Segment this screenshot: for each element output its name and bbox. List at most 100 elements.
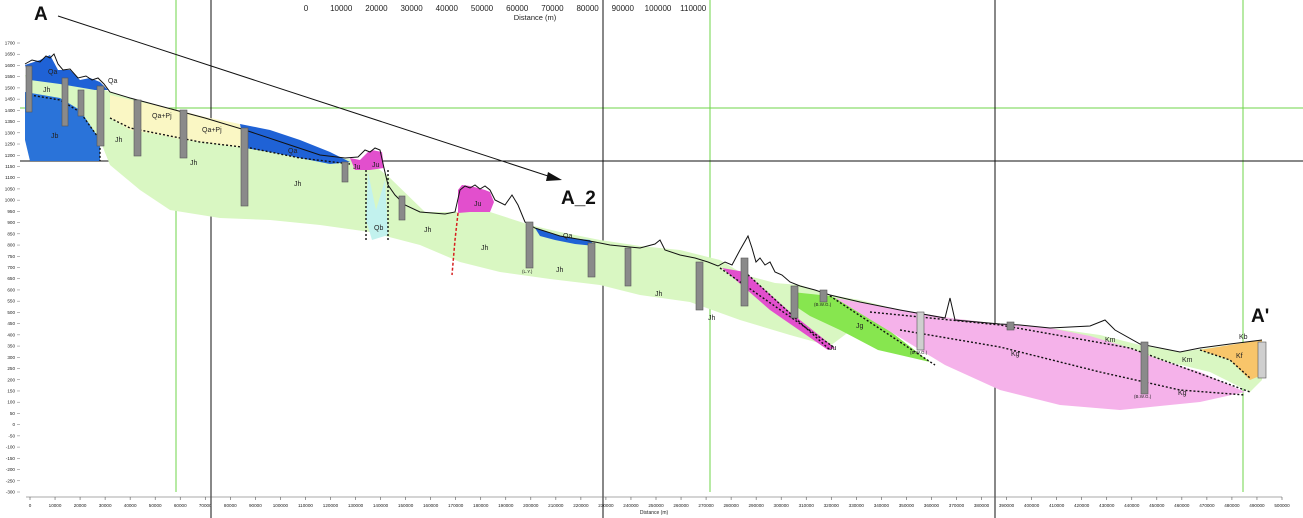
unit-label: Qa [108, 78, 117, 85]
bottom-axis-tick-label: 150000 [398, 503, 414, 508]
bottom-axis: 0 10000 20000 30000 40000 50000 60000 70000 8000… [29, 497, 1290, 508]
bottom-axis-tick-label: 400000 [1024, 503, 1040, 508]
unit-label: Qb [374, 225, 383, 232]
bottom-axis-tick-label: 410000 [1049, 503, 1065, 508]
left-axis-tick-label: 650 [7, 276, 15, 281]
bottom-axis-tick-label: 380000 [974, 503, 990, 508]
top-axis-tick-label: 100000 [645, 4, 672, 13]
top-axis-tick-label: 0 [304, 4, 309, 13]
bottom-axis-tick-label: 110000 [298, 503, 313, 508]
unit-label: Km [1182, 357, 1193, 364]
bottom-axis-tick-label: 270000 [698, 503, 714, 508]
unit-label: Ju [829, 345, 837, 352]
borehole-log [624, 247, 632, 287]
topographic-profile [24, 53, 1263, 353]
bottom-axis-tick-label: 350000 [899, 503, 915, 508]
bottom-axis-tick-label: 100000 [273, 503, 289, 508]
left-axis: 1700165016001550150014501400135013001250… [5, 41, 20, 495]
left-axis-tick-label: 750 [7, 254, 15, 259]
unit-qb-polygon [366, 172, 388, 240]
unit-label: Jg [856, 323, 864, 330]
top-axis-tick-label: 70000 [541, 4, 564, 13]
unit-label: Ju [372, 162, 380, 169]
left-axis-tick-label: 900 [7, 220, 15, 225]
borehole-log [240, 127, 249, 207]
unit-label: Jh [294, 181, 302, 188]
bottom-axis-tick-label: 30000 [99, 503, 112, 508]
bottom-axis-tick-label: 120000 [323, 503, 339, 508]
left-axis-tick-label: 1050 [5, 186, 16, 191]
unit-label: Ju [474, 201, 482, 208]
left-axis-tick-label: 1600 [5, 63, 16, 68]
left-axis-tick-label: 450 [7, 321, 15, 326]
unit-qapj-polygon [110, 95, 245, 148]
left-axis-tick-label: 250 [7, 366, 15, 371]
top-axis-tick-label: 40000 [436, 4, 459, 13]
left-axis-tick-label: 300 [7, 355, 15, 360]
left-axis-tick-label: 700 [7, 265, 15, 270]
contact-line [1199, 349, 1251, 379]
bottom-axis-tick-label: 140000 [373, 503, 389, 508]
borehole-log [525, 221, 534, 269]
bottom-axis-tick-label: 320000 [824, 503, 840, 508]
left-axis-tick-label: 1400 [5, 108, 16, 113]
bottom-axis-tick-label: 70000 [199, 503, 212, 508]
bottom-axis-tick-label: 420000 [1074, 503, 1090, 508]
bottom-axis-tick-label: 170000 [448, 503, 464, 508]
bottom-axis-tick-label: 40000 [124, 503, 137, 508]
well-note: (B.W.G.) [814, 302, 832, 307]
unit-label: Jh [190, 160, 198, 167]
left-axis-tick-label: -300 [6, 490, 16, 495]
borehole-log [790, 285, 799, 319]
bottom-axis-tick-label: 450000 [1149, 503, 1165, 508]
unit-label: Ju [353, 164, 361, 171]
bottom-axis-tick-label: 430000 [1099, 503, 1115, 508]
borehole-log [1006, 321, 1015, 331]
unit-label: Jh [556, 267, 564, 274]
bottom-axis-tick-label: 300000 [774, 503, 790, 508]
unit-polygons [25, 55, 1262, 410]
bottom-axis-tick-label: 290000 [748, 503, 764, 508]
bottom-axis-tick-label: 390000 [999, 503, 1015, 508]
unit-label: Kg [1011, 351, 1020, 358]
left-axis-tick-label: 1650 [5, 52, 16, 57]
bottom-axis-title: Distance (m) [640, 510, 669, 516]
left-axis-tick-label: 1700 [5, 41, 16, 46]
top-axis-tick-label: 20000 [365, 4, 388, 13]
bottom-axis-tick-label: 240000 [623, 503, 639, 508]
unit-label: Km [1105, 337, 1116, 344]
left-axis-tick-label: 150 [7, 388, 15, 393]
borehole-log [819, 289, 828, 303]
bottom-axis-tick-label: 80000 [224, 503, 237, 508]
unit-label: Qa+Pj [202, 127, 222, 134]
top-axis-tick-label: 50000 [471, 4, 494, 13]
left-axis-tick-label: -100 [6, 445, 16, 450]
left-axis-tick-label: 1550 [5, 74, 16, 79]
bottom-axis-tick-label: 10000 [49, 503, 62, 508]
bottom-axis-tick-label: 360000 [924, 503, 940, 508]
well-note: (B.W.G.) [910, 350, 928, 355]
left-axis-tick-label: 1300 [5, 130, 16, 135]
unit-label: Kg [1178, 390, 1187, 397]
bottom-axis-tick-label: 470000 [1199, 503, 1215, 508]
contact-line [899, 329, 1246, 396]
left-axis-tick-label: 950 [7, 209, 15, 214]
left-axis-tick-label: 1250 [5, 142, 16, 147]
borehole-log [740, 257, 749, 307]
unit-label: Qa [48, 69, 57, 76]
unit-qa-polygon-1 [25, 55, 108, 90]
bottom-axis-tick-label: 50000 [149, 503, 162, 508]
left-axis-tick-label: -250 [6, 478, 16, 483]
top-axis-tick-label: 110000 [680, 4, 707, 13]
bottom-axis-tick-label: 490000 [1249, 503, 1265, 508]
top-axis-tick-label: 30000 [400, 4, 423, 13]
contact-line [869, 311, 1251, 393]
unit-jb-polygon [25, 92, 100, 161]
bottom-axis-tick-label: 20000 [74, 503, 87, 508]
green-gridlines [20, 0, 1303, 492]
left-axis-tick-label: 1150 [5, 164, 15, 169]
left-axis-tick-label: 350 [7, 344, 15, 349]
borehole-log [695, 261, 704, 311]
bottom-axis-tick-label: 310000 [799, 503, 815, 508]
